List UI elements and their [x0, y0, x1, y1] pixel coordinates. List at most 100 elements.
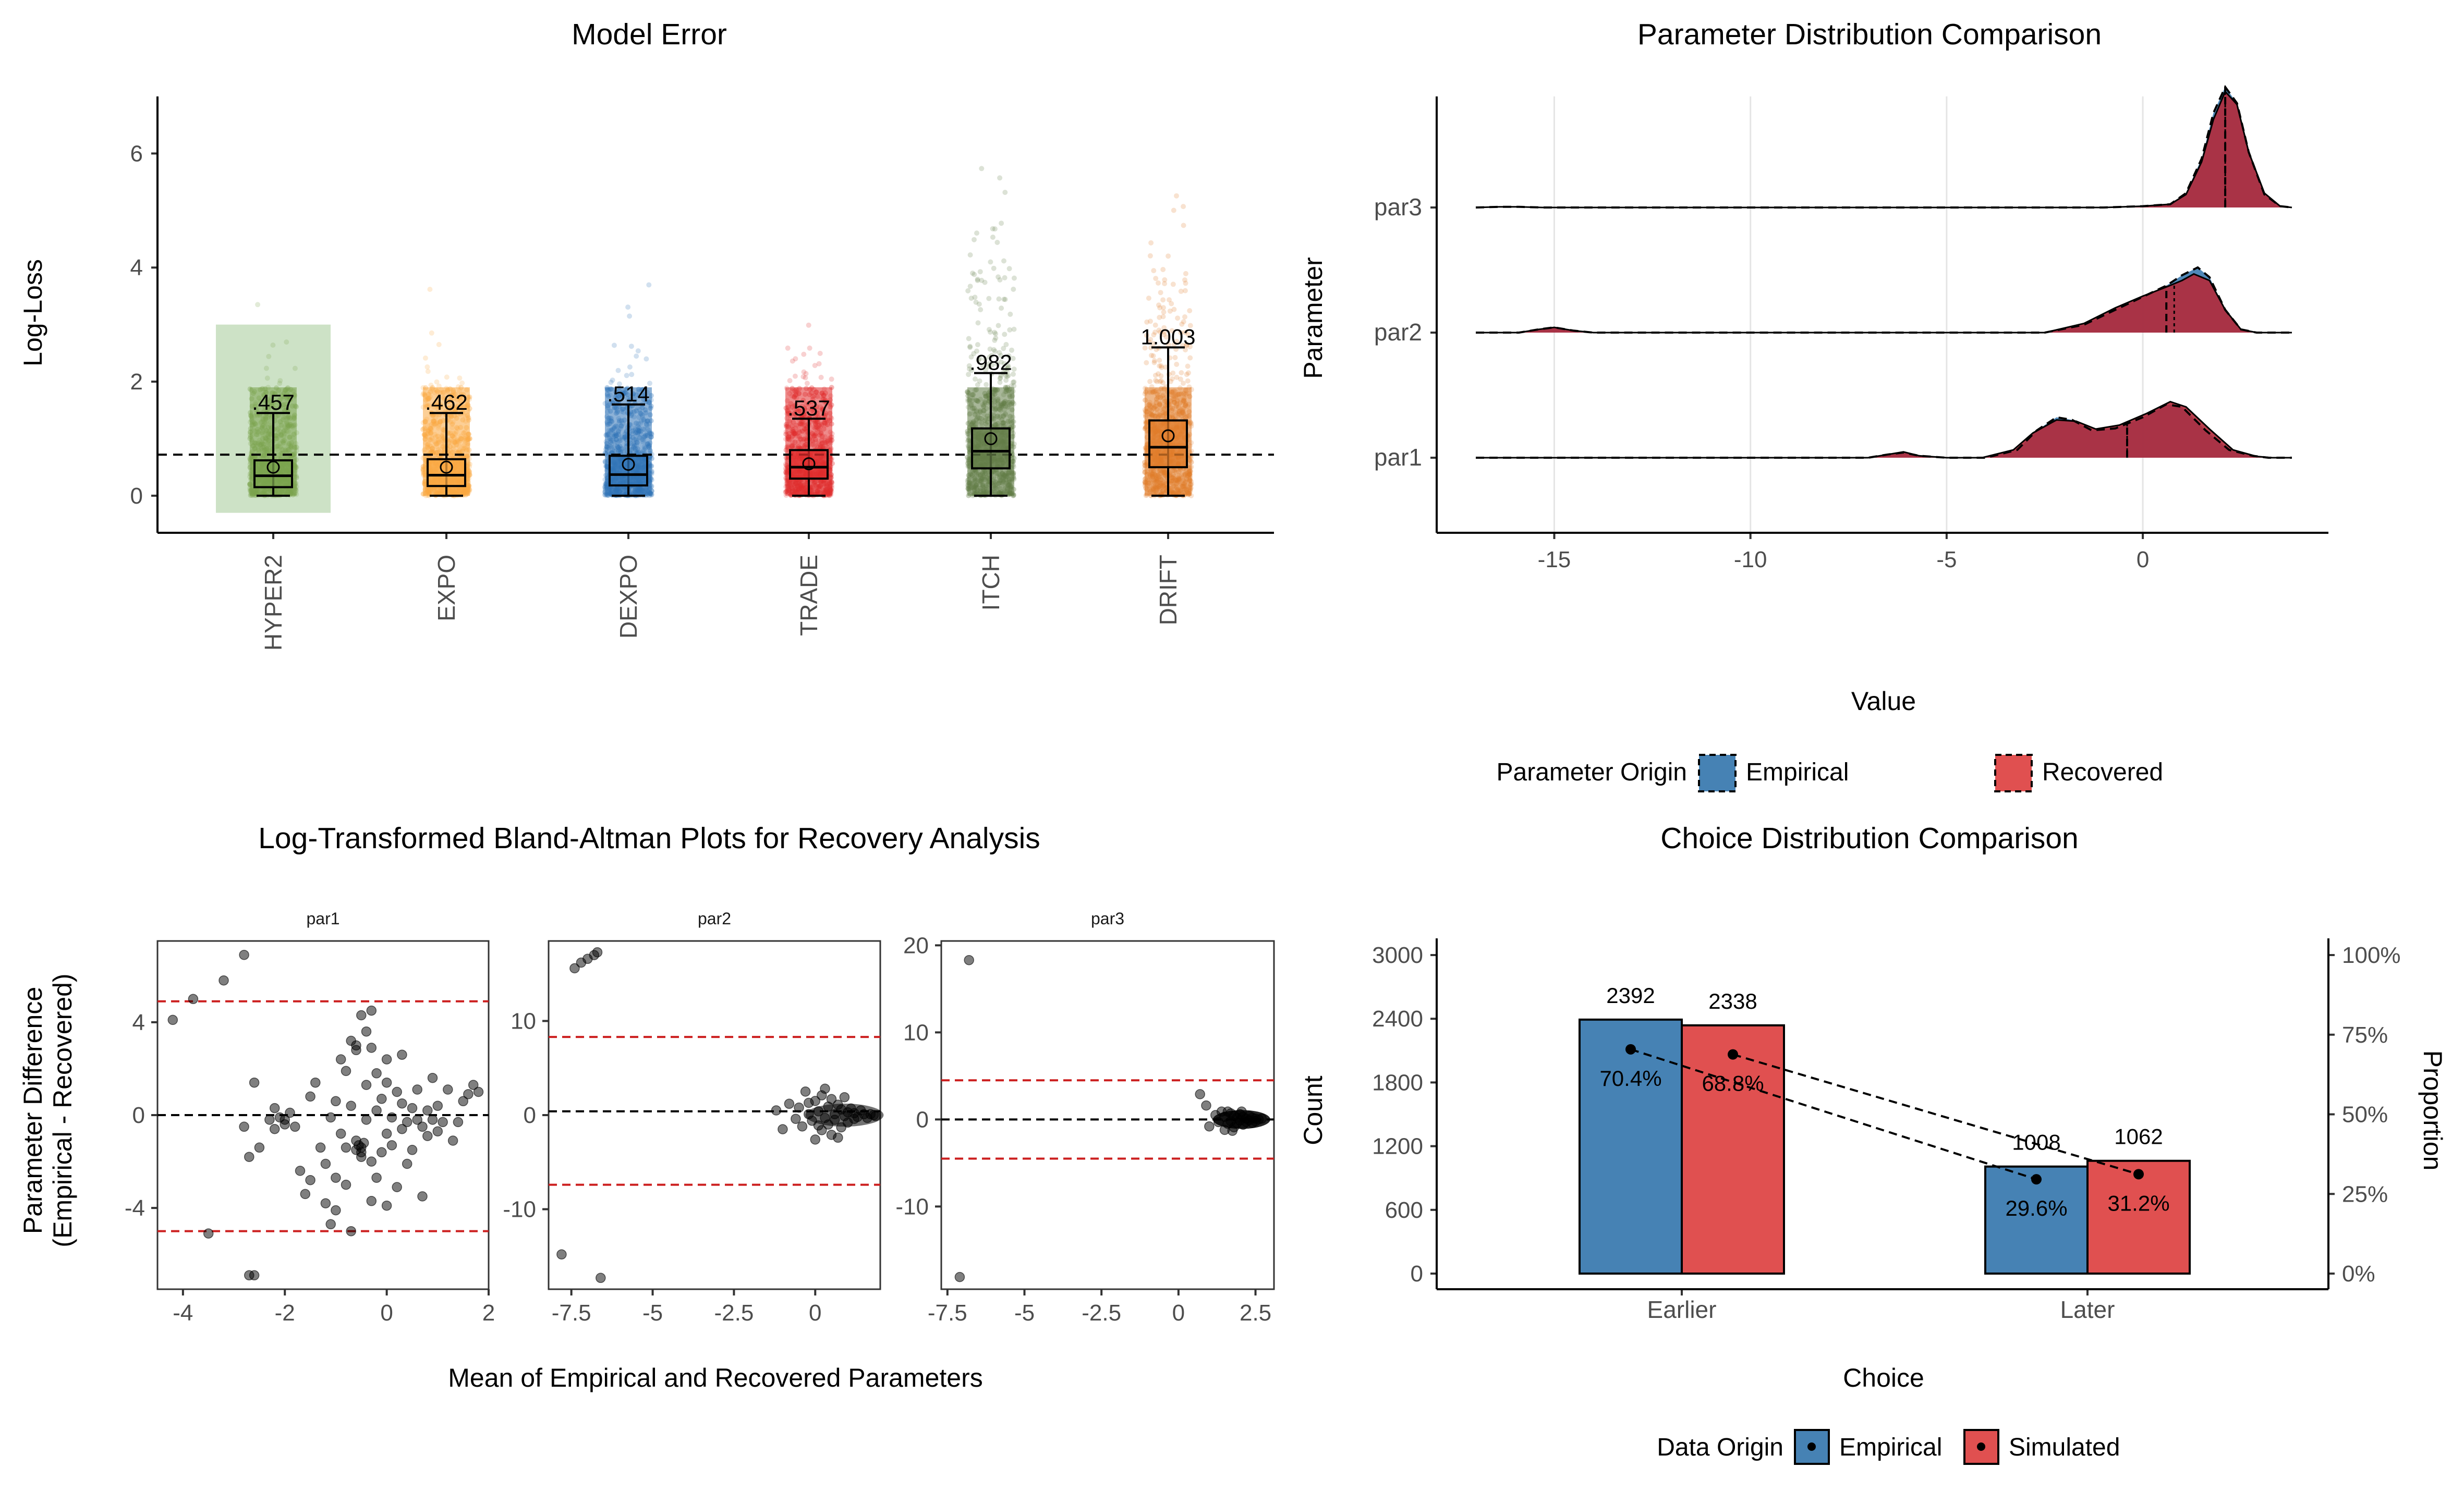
jitter-point: [425, 369, 431, 374]
jitter-point: [996, 323, 1001, 328]
jitter-point: [993, 331, 999, 337]
jitter-point: [627, 313, 633, 319]
jitter-point: [277, 378, 283, 384]
jitter-point: [1001, 258, 1006, 264]
jitter-point: [292, 365, 298, 371]
jitter-point: [429, 330, 434, 336]
model-error-title: Model Error: [572, 18, 727, 51]
jitter-point: [986, 296, 992, 301]
jitter-point: [803, 375, 808, 381]
model-error-jitter-points: [247, 166, 1194, 498]
jitter-point: [998, 375, 1003, 381]
jitter-point: [1001, 297, 1007, 302]
jitter-point: [266, 353, 272, 359]
jitter-point: [972, 237, 977, 242]
jitter-point: [986, 327, 992, 333]
jitter-point: [999, 305, 1004, 311]
jitter-point: [1011, 326, 1017, 332]
jitter-point: [818, 374, 824, 380]
jitter-point: [1002, 332, 1008, 337]
jitter-point: [646, 282, 652, 288]
jitter-point: [812, 363, 818, 369]
jitter-point: [996, 296, 1002, 302]
jitter-point: [264, 375, 270, 381]
jitter-point: [807, 345, 812, 351]
jitter-point: [277, 381, 283, 386]
jitter-point: [255, 302, 261, 308]
jitter-point: [1166, 253, 1171, 259]
jitter-point: [801, 351, 807, 357]
jitter-point: [792, 373, 798, 379]
jitter-point: [997, 175, 1003, 181]
jitter-point: [270, 343, 276, 348]
jitter-point: [1008, 311, 1013, 317]
jitter-point: [977, 378, 982, 384]
jitter-point: [459, 380, 465, 386]
jitter-point: [1011, 366, 1017, 372]
jitter-point: [829, 376, 834, 382]
jitter-point: [615, 368, 621, 373]
model-error-y-axis-label: Log-Loss: [18, 259, 47, 366]
jitter-point: [804, 381, 810, 386]
jitter-point: [972, 295, 978, 300]
jitter-point: [999, 221, 1004, 226]
jitter-point: [457, 375, 463, 381]
jitter-point: [629, 372, 635, 377]
jitter-point: [1147, 378, 1153, 384]
jitter-point: [977, 269, 983, 275]
jitter-point: [1185, 378, 1191, 384]
jitter-point: [984, 382, 989, 387]
jitter-point: [991, 265, 997, 271]
jitter-point: [1161, 309, 1167, 315]
jitter-point: [1011, 275, 1017, 281]
jitter-point: [625, 304, 631, 310]
jitter-point: [992, 226, 998, 232]
jitter-point: [1006, 266, 1012, 272]
jitter-point: [790, 358, 795, 364]
jitter-point: [994, 240, 1000, 245]
jitter-point: [967, 344, 973, 349]
jitter-point: [975, 320, 981, 326]
jitter-point: [422, 355, 428, 361]
model-error-panel: Model Error Log-Loss .457.462.514.537.98…: [18, 18, 1274, 651]
jitter-point: [966, 336, 972, 341]
jitter-point: [627, 364, 633, 370]
jitter-point: [979, 277, 985, 283]
jitter-point: [1002, 275, 1008, 280]
jitter-point: [990, 235, 996, 240]
jitter-point: [1003, 341, 1009, 347]
jitter-point: [996, 274, 1001, 280]
jitter-point: [1003, 377, 1009, 383]
jitter-point: [785, 345, 791, 351]
jitter-point: [967, 284, 973, 289]
jitter-point: [427, 287, 433, 292]
jitter-point: [967, 252, 973, 258]
jitter-point: [806, 322, 811, 328]
jitter-point: [787, 378, 793, 384]
jitter-point: [988, 259, 993, 265]
jitter-point: [628, 344, 634, 349]
jitter-point: [428, 382, 434, 388]
jitter-point: [284, 339, 289, 345]
jitter-point: [973, 299, 979, 305]
jitter-point: [1148, 240, 1154, 246]
jitter-point: [978, 307, 984, 312]
jitter-point: [434, 379, 440, 385]
jitter-point: [973, 376, 978, 382]
jitter-point: [975, 342, 980, 348]
jitter-point: [1011, 286, 1016, 292]
jitter-point: [972, 272, 977, 277]
jitter-point: [644, 356, 649, 362]
jitter-point: [979, 166, 985, 172]
jitter-point: [635, 348, 641, 354]
jitter-point: [974, 230, 979, 236]
jitter-point: [436, 341, 442, 347]
jitter-point: [624, 373, 629, 378]
jitter-point: [263, 365, 269, 371]
jitter-point: [611, 343, 617, 348]
jitter-point: [634, 353, 639, 359]
jitter-point: [1160, 267, 1166, 272]
jitter-point: [997, 380, 1003, 385]
